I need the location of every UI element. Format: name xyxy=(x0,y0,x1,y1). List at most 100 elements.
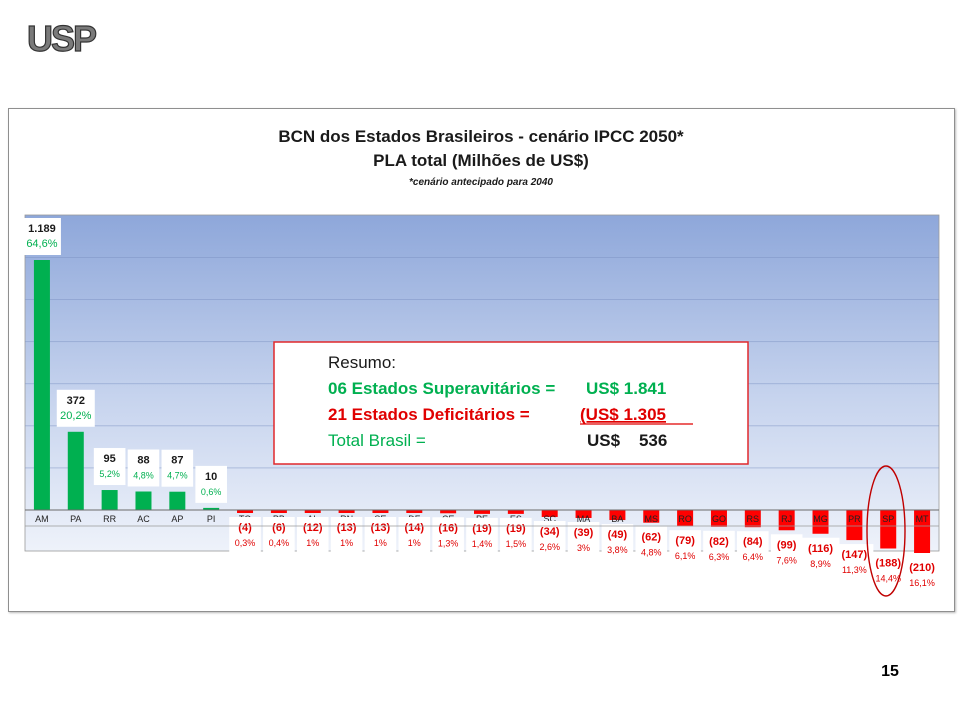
percent-label-go: 6,3% xyxy=(709,552,730,562)
value-label-df: (14) xyxy=(405,522,425,534)
tick-label-mg: MG xyxy=(813,514,828,524)
bar-ap xyxy=(169,491,186,510)
bar-ac xyxy=(135,491,152,510)
bar-ro xyxy=(677,510,694,527)
value-label-pr: (147) xyxy=(842,549,868,561)
value-label-es: (19) xyxy=(506,523,526,535)
value-label-rs: (84) xyxy=(743,536,763,548)
bar-pb xyxy=(270,510,287,513)
percent-label-ce: 1,3% xyxy=(438,538,459,548)
percent-label-ma: 3% xyxy=(577,543,590,553)
chart-footnote: *cenário antecipado para 2040 xyxy=(409,177,553,188)
data-label-bg xyxy=(296,517,329,554)
data-label-bg xyxy=(161,449,194,487)
percent-label-rr: 5,2% xyxy=(99,469,120,479)
value-label-ro: (79) xyxy=(675,535,695,547)
bar-sc xyxy=(541,510,558,517)
data-label-bg xyxy=(801,537,840,575)
tick-label-pa: PA xyxy=(70,514,81,524)
bars xyxy=(33,260,931,553)
percent-label-rs: 6,4% xyxy=(743,552,764,562)
bar-am xyxy=(33,260,50,510)
summary-deficit-label: 21 Estados Deficitários = xyxy=(328,405,530,424)
summary-heading: Resumo: xyxy=(328,353,396,372)
value-label-mg: (116) xyxy=(808,543,833,555)
bar-go xyxy=(710,510,727,527)
percent-label-pe: 1,4% xyxy=(472,539,493,549)
percent-label-se: 1% xyxy=(374,538,387,548)
tick-label-pr: PR xyxy=(848,514,861,524)
bar-se xyxy=(372,510,389,513)
chart-frame: BCN dos Estados Brasileiros - cenário IP… xyxy=(8,108,955,612)
value-label-rn: (13) xyxy=(337,522,357,534)
value-label-to: (4) xyxy=(238,522,252,534)
page-number: 15 xyxy=(881,663,899,680)
tick-label-rj: RJ xyxy=(781,514,792,524)
tick-label-ms: MS xyxy=(645,514,659,524)
value-label-pi: 10 xyxy=(205,471,217,483)
tick-label-rs: RS xyxy=(747,514,760,524)
data-label-bg xyxy=(770,534,803,572)
highlight-ellipse xyxy=(866,465,906,597)
percent-label-ap: 4,7% xyxy=(167,471,188,481)
data-label-bg xyxy=(229,517,261,554)
percent-label-sp: 14,4% xyxy=(875,573,901,583)
percent-label-ba: 3,8% xyxy=(607,545,628,555)
percent-label-rj: 7,6% xyxy=(776,555,797,565)
value-label-rr: 95 xyxy=(104,453,116,465)
tick-label-rr: RR xyxy=(103,514,116,524)
summary-superavit-label: 06 Estados Superavitários = xyxy=(328,379,555,398)
bar-ma xyxy=(575,510,592,518)
data-label-bg xyxy=(835,544,874,582)
tick-label-mt: MT xyxy=(916,514,929,524)
bar-sp xyxy=(880,510,897,549)
bar-pr xyxy=(846,510,863,541)
bar-rs xyxy=(744,510,761,528)
bar-ce xyxy=(440,510,457,514)
value-label-se: (13) xyxy=(371,522,391,534)
tick-label-ba: BA xyxy=(611,514,623,524)
bar-rn xyxy=(338,510,355,513)
value-label-ap: 87 xyxy=(171,455,183,467)
bar-ms xyxy=(643,510,660,523)
percent-label-ac: 4,8% xyxy=(133,470,154,480)
data-label-bg xyxy=(533,520,566,558)
tick-label-sp: SP xyxy=(882,514,894,524)
summary-box: Resumo: 06 Estados Superavitários = US$ … xyxy=(273,341,749,465)
chart-subtitle: PLA total (Milhões de US$) xyxy=(373,151,589,170)
value-label-mt: (210) xyxy=(909,562,935,574)
value-label-rj: (99) xyxy=(777,539,797,551)
percent-label-sc: 2,6% xyxy=(539,542,560,552)
data-label-bg xyxy=(93,448,126,486)
percent-label-pi: 0,6% xyxy=(201,487,222,497)
data-label-bg xyxy=(364,517,397,554)
tick-label-sc: SC xyxy=(543,514,556,524)
percent-label-am: 64,6% xyxy=(26,238,57,250)
data-label-bg xyxy=(703,530,735,568)
tick-label-ro: RO xyxy=(678,514,692,524)
value-label-ba: (49) xyxy=(608,529,628,541)
summary-deficit-value: (US$ 1.305 xyxy=(580,405,666,424)
value-label-pa: 372 xyxy=(67,395,85,407)
value-label-ms: (62) xyxy=(641,532,661,544)
value-label-ce: (16) xyxy=(438,522,458,534)
bar-es xyxy=(507,510,524,514)
bar-to xyxy=(237,510,254,513)
data-label-bg xyxy=(127,449,160,487)
percent-label-mg: 8,9% xyxy=(810,559,831,569)
percent-label-pa: 20,2% xyxy=(60,410,91,422)
tick-label-ac: AC xyxy=(137,514,150,524)
chart-title: BCN dos Estados Brasileiros - cenário IP… xyxy=(278,127,684,146)
bar-rj xyxy=(778,510,795,531)
data-label-bg xyxy=(466,517,498,555)
percent-label-ms: 4,8% xyxy=(641,548,662,558)
tick-label-am: AM xyxy=(35,514,49,524)
percent-label-ro: 6,1% xyxy=(675,551,696,561)
value-label-pe: (19) xyxy=(472,523,492,535)
summary-superavit-value: US$ 1.841 xyxy=(586,379,666,398)
data-label-bg xyxy=(567,521,600,559)
data-label-bg xyxy=(737,531,769,569)
bar-pi xyxy=(203,507,220,510)
bar-mg xyxy=(812,510,829,534)
data-label-bg xyxy=(635,526,668,564)
